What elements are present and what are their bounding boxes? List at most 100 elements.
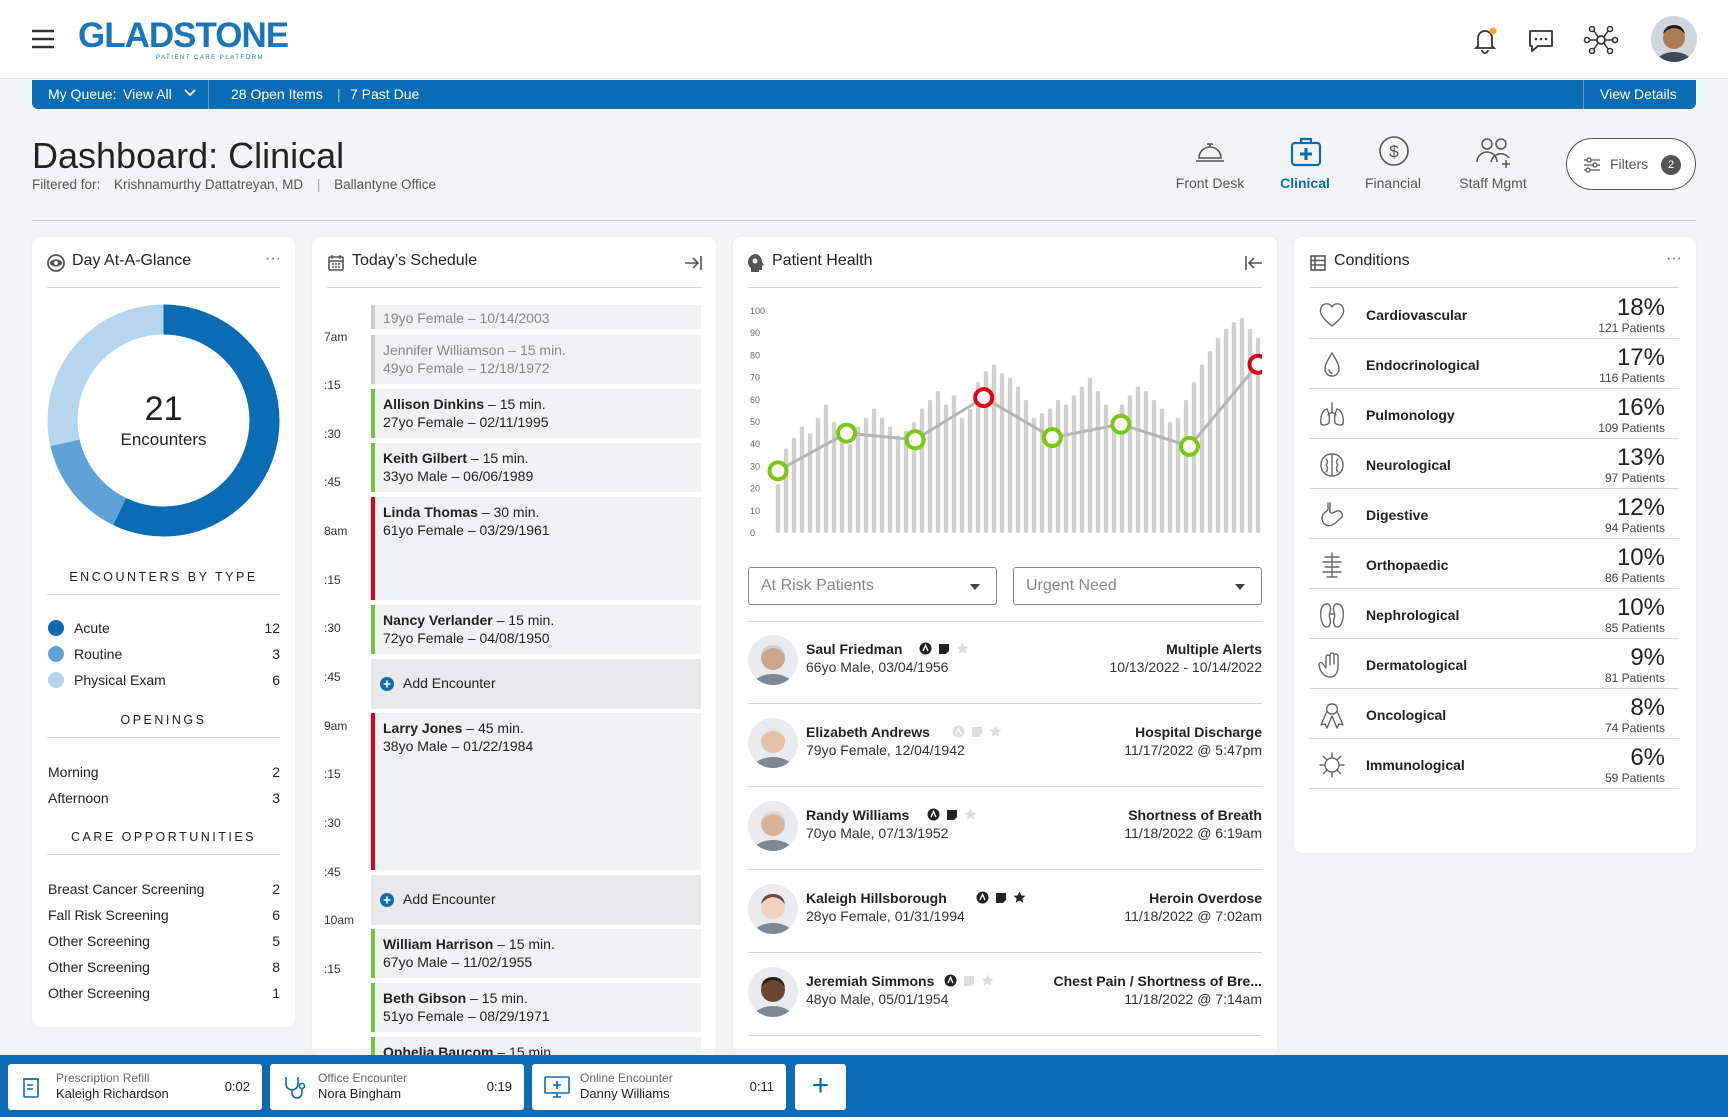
patient-avatar [748, 967, 798, 1017]
task-patient: Danny Williams [580, 1086, 670, 1101]
chart-point[interactable] [1247, 353, 1263, 375]
condition-row[interactable]: Orthopaedic 10% 86 Patients [1309, 539, 1679, 589]
patient-alert-date: 11/17/2022 @ 5:47pm [1124, 742, 1262, 758]
chart-bar [1055, 399, 1061, 533]
chart-bar [807, 433, 813, 533]
care-item-label[interactable]: Other Screening [48, 933, 150, 949]
bell-icon[interactable] [1472, 26, 1498, 54]
chart-point[interactable] [904, 429, 926, 451]
chart-point[interactable] [1178, 435, 1200, 457]
appointment-item[interactable]: Keith Gilbert – 15 min. 33yo Male – 06/06… [371, 443, 701, 492]
card-title: Day At-A-Glance [72, 252, 192, 269]
patient-row[interactable]: Randy Williams 70yo Male, 07/13/1952 Short… [748, 787, 1262, 870]
view-details-link[interactable]: View Details [1600, 86, 1677, 102]
appointment-item[interactable]: Larry Jones – 45 min. 38yo Male – 01/22/1… [371, 713, 701, 870]
legend-label: Routine [74, 646, 123, 662]
appointment-item[interactable]: William Harrison – 15 min. 67yo Male – 11… [371, 929, 701, 978]
star-icon[interactable] [981, 974, 994, 987]
patient-demographics: 48yo Male, 05/01/1954 [806, 991, 949, 1007]
star-icon[interactable] [1013, 891, 1026, 904]
patient-alert: Hospital Discharge [1135, 724, 1262, 740]
patient-row[interactable]: Saul Friedman 66yo Male, 03/04/1956 Multip… [748, 621, 1262, 704]
task-patient: Nora Bingham [318, 1086, 402, 1101]
condition-row[interactable]: Endocrinological 17% 116 Patients [1309, 339, 1679, 389]
care-item-count: 6 [272, 907, 280, 923]
chart-point[interactable] [1110, 413, 1132, 435]
svg-text:$: $ [1389, 142, 1399, 161]
appointment-item[interactable]: 19yo Female – 10/14/2003 [371, 305, 701, 329]
filters-button[interactable]: Filters 2 [1566, 138, 1696, 190]
condition-row[interactable]: Cardiovascular 18% 121 Patients [1309, 289, 1679, 339]
open-items-link[interactable]: 28 Open Items [231, 86, 323, 102]
chart-bar [831, 422, 837, 533]
patient-name: Larry Jones [383, 720, 463, 736]
more-menu-icon[interactable]: ··· [265, 250, 281, 267]
star-icon[interactable] [956, 642, 969, 655]
care-item-label[interactable]: Other Screening [48, 985, 150, 1001]
patient-row[interactable]: Jeremiah Simmons 48yo Male, 05/01/1954 Che… [748, 953, 1262, 1036]
condition-row[interactable]: Digestive 12% 94 Patients [1309, 489, 1679, 539]
appointment-item[interactable]: Jennifer Williamson – 15 min. 49yo Female… [371, 335, 701, 384]
section-title: ENCOUNTERS BY TYPE [69, 570, 258, 584]
chart-point[interactable] [973, 387, 995, 409]
urgent-need-select[interactable]: Urgent Need [1013, 567, 1262, 605]
patient-demographics: 72yo Female – 04/08/1950 [383, 630, 550, 646]
condition-row[interactable]: Immunological 6% 59 Patients [1309, 739, 1679, 789]
chart-bar [1023, 399, 1029, 533]
star-icon[interactable] [989, 725, 1002, 738]
chart-bar [959, 417, 965, 533]
card-title: Conditions [1334, 252, 1410, 269]
y-tick-label: 70 [750, 373, 760, 383]
appointment-item[interactable]: Beth Gibson – 15 min. 51yo Female – 08/29… [371, 983, 701, 1032]
condition-row[interactable]: Nephrological 10% 85 Patients [1309, 589, 1679, 639]
appointment-item[interactable]: Allison Dinkins – 15 min. 27yo Female – 0… [371, 389, 701, 438]
logo[interactable]: GLADSTONE PATIENT CARE PLATFORM [78, 14, 289, 64]
star-icon[interactable] [964, 808, 977, 821]
patient-row[interactable]: Kaleigh Hillsborough 28yo Female, 01/31/1… [748, 870, 1262, 953]
add-task-button[interactable]: + [795, 1064, 846, 1110]
patient-status-icons [944, 974, 994, 992]
queue-select[interactable]: View All [123, 86, 172, 102]
divider [327, 287, 701, 288]
patient-demographics: 38yo Male – 01/22/1984 [383, 738, 534, 754]
patient-name: Beth Gibson [383, 990, 467, 1006]
patient-row[interactable]: Elizabeth Andrews 79yo Female, 12/04/1942… [748, 704, 1262, 787]
add-encounter-button[interactable]: Add Encounter [371, 659, 701, 709]
chart-point[interactable] [836, 422, 858, 444]
care-item-label[interactable]: Breast Cancer Screening [48, 881, 205, 897]
caret-down-icon [1235, 584, 1245, 590]
network-icon[interactable] [1583, 26, 1619, 54]
condition-row[interactable]: Dermatological 9% 81 Patients [1309, 639, 1679, 689]
care-item-label[interactable]: Other Screening [48, 959, 150, 975]
at-risk-select[interactable]: At Risk Patients [748, 567, 997, 605]
patient-demographics: 33yo Male – 06/06/1989 [383, 468, 534, 484]
chat-icon[interactable] [1528, 28, 1554, 54]
collapse-left-icon[interactable] [1245, 255, 1263, 271]
active-task[interactable]: Online Encounter Danny Williams 0:11 [532, 1064, 786, 1110]
menu-icon[interactable] [32, 29, 54, 49]
active-task[interactable]: Prescription Refill Kaleigh Richardson 0:0… [8, 1064, 262, 1110]
patient-status-icons [952, 725, 1002, 743]
chart-point[interactable] [767, 460, 789, 482]
add-encounter-button[interactable]: Add Encounter [371, 875, 701, 925]
past-due-link[interactable]: 7 Past Due [350, 86, 420, 102]
chart-bar [935, 390, 941, 533]
condition-row[interactable]: Neurological 13% 97 Patients [1309, 439, 1679, 489]
condition-row[interactable]: Oncological 8% 74 Patients [1309, 689, 1679, 739]
appointment-item[interactable]: Linda Thomas – 30 min. 61yo Female – 03/2… [371, 497, 701, 600]
chart-point[interactable] [1041, 427, 1063, 449]
divider [47, 594, 280, 595]
opening-count: 2 [272, 764, 280, 780]
appointment-item[interactable]: Ophelia Baucom – 15 min. [371, 1037, 701, 1057]
active-task[interactable]: Office Encounter Nora Bingham 0:19 [270, 1064, 524, 1110]
more-menu-icon[interactable]: ··· [1666, 250, 1682, 267]
time-slot-label: :15 [324, 767, 341, 781]
todays-schedule-card: Today’s Schedule 7am:15:30:45 8am:15:30:4… [312, 237, 716, 1057]
patient-alert-date: 11/18/2022 @ 7:14am [1124, 991, 1262, 1007]
appointment-item[interactable]: Nancy Verlander – 15 min. 72yo Female – 0… [371, 605, 701, 654]
care-item-label[interactable]: Fall Risk Screening [48, 907, 169, 923]
collapse-right-icon[interactable] [684, 255, 702, 271]
condition-row[interactable]: Pulmonology 16% 109 Patients [1309, 389, 1679, 439]
user-avatar[interactable] [1651, 16, 1697, 62]
chevron-down-icon[interactable] [184, 89, 196, 97]
